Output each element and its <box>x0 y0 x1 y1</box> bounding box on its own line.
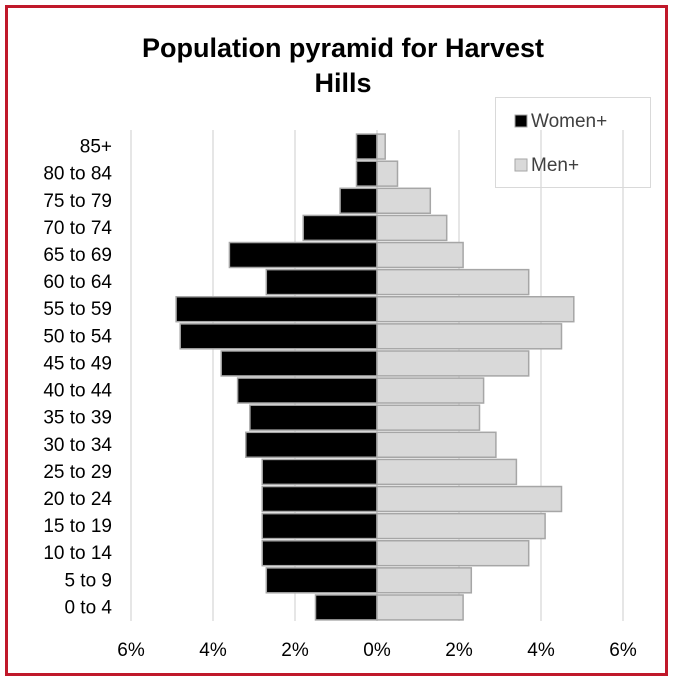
bar <box>261 540 378 567</box>
legend-swatch <box>514 158 528 172</box>
bar <box>376 567 473 594</box>
x-tick-label: 2% <box>281 640 309 661</box>
bar <box>376 485 563 513</box>
bar <box>302 214 378 242</box>
x-tick-label: 0% <box>363 640 391 661</box>
y-tick-label: 85+ <box>80 137 112 158</box>
y-tick-label: 0 to 4 <box>64 597 112 618</box>
y-tick-label: 20 to 24 <box>43 489 112 510</box>
bar <box>339 187 378 214</box>
bar <box>179 323 378 350</box>
x-tick-label: 4% <box>199 640 227 661</box>
bar <box>376 323 563 350</box>
bar <box>175 296 378 323</box>
bar <box>261 485 378 513</box>
x-tick-label: 6% <box>117 640 145 661</box>
chart-title: Hills <box>314 68 371 98</box>
bar <box>355 133 378 160</box>
bar <box>355 160 378 187</box>
x-tick-label: 6% <box>609 640 637 661</box>
y-tick-label: 70 to 74 <box>43 218 112 239</box>
y-tick-label: 10 to 14 <box>43 543 112 564</box>
bar <box>376 404 481 431</box>
y-tick-label: 60 to 64 <box>43 272 112 293</box>
y-tick-label: 5 to 9 <box>64 570 112 591</box>
bar <box>376 268 530 296</box>
bar <box>265 268 378 296</box>
y-tick-label: 45 to 49 <box>43 353 112 374</box>
plot <box>130 130 624 621</box>
bar <box>376 133 386 160</box>
bar <box>261 512 378 540</box>
bar <box>376 431 497 458</box>
y-tick-label: 35 to 39 <box>43 408 112 429</box>
bar <box>376 512 546 540</box>
legend-label: Men+ <box>531 155 579 176</box>
legend-box <box>495 97 651 188</box>
bar <box>376 594 464 621</box>
bar <box>376 377 485 404</box>
y-tick-label: 50 to 54 <box>43 326 112 347</box>
bar <box>376 214 448 242</box>
chart-title: Population pyramid for Harvest <box>142 33 544 63</box>
y-tick-label: 75 to 79 <box>43 191 112 212</box>
y-tick-label: 15 to 19 <box>43 516 112 537</box>
bar <box>245 431 378 458</box>
bar <box>376 160 399 187</box>
bar <box>249 404 378 431</box>
y-tick-label: 25 to 29 <box>43 462 112 483</box>
y-tick-label: 65 to 69 <box>43 245 112 266</box>
bar <box>376 296 575 323</box>
y-tick-label: 80 to 84 <box>43 164 112 185</box>
bar <box>265 567 378 594</box>
bar <box>376 350 530 377</box>
bar <box>220 350 378 377</box>
bar <box>228 241 378 269</box>
legend-label: Women+ <box>531 111 607 132</box>
bar <box>376 187 432 214</box>
legend-swatch <box>514 114 528 128</box>
y-tick-label: 55 to 59 <box>43 299 112 320</box>
bar <box>376 241 464 269</box>
bar <box>261 458 378 486</box>
bar <box>376 458 518 486</box>
x-tick-label: 2% <box>445 640 473 661</box>
bar <box>376 540 530 567</box>
x-tick-label: 4% <box>527 640 555 661</box>
y-tick-label: 30 to 34 <box>43 435 112 456</box>
bar <box>236 377 378 404</box>
y-tick-label: 40 to 44 <box>43 381 112 402</box>
bar <box>314 594 378 621</box>
